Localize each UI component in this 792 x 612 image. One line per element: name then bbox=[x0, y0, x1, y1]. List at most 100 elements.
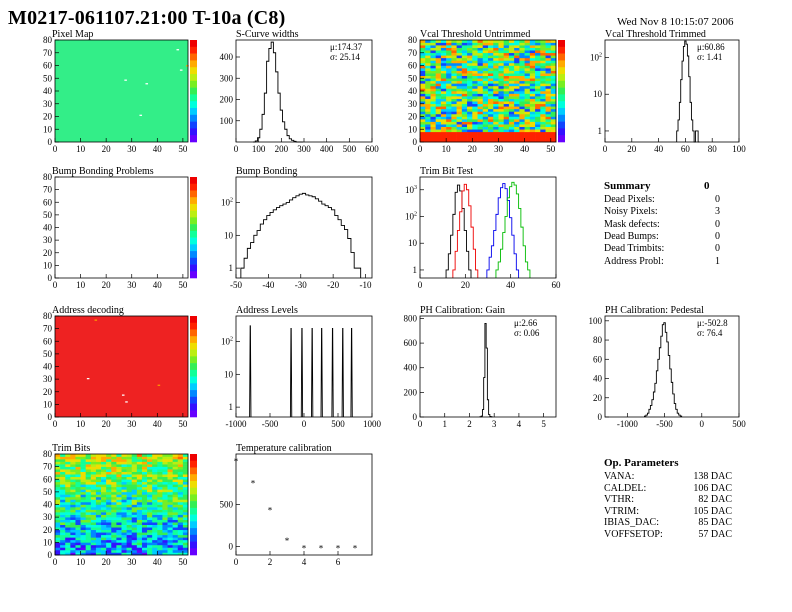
heatmap-cell bbox=[451, 80, 457, 84]
heatmap-cell bbox=[488, 108, 494, 112]
heatmap-cell bbox=[111, 459, 117, 462]
heatmap-cell bbox=[106, 464, 112, 467]
heatmap-cell bbox=[535, 129, 541, 133]
heatmap-cell bbox=[446, 96, 452, 99]
heatmap-cell bbox=[152, 456, 158, 460]
heatmap-cell bbox=[136, 544, 143, 548]
heatmap-cell bbox=[545, 70, 552, 74]
palette-swatch bbox=[190, 251, 197, 259]
heatmap-cell bbox=[111, 464, 117, 467]
heatmap-cell bbox=[524, 60, 531, 64]
palette-swatch bbox=[190, 177, 197, 185]
heatmap-cell bbox=[472, 108, 478, 112]
heatmap-cell bbox=[152, 544, 158, 548]
heatmap-cell bbox=[540, 136, 546, 140]
heatmap-cell bbox=[435, 106, 442, 110]
heatmap-cell bbox=[65, 464, 71, 467]
stats-entry: σ: 76.4 bbox=[697, 328, 723, 338]
palette-swatch bbox=[558, 114, 565, 122]
heatmap-cell bbox=[70, 512, 76, 515]
heatmap-cell bbox=[440, 52, 447, 56]
heatmap-cell bbox=[70, 534, 76, 538]
heatmap-cell bbox=[446, 91, 452, 94]
heatmap-cell bbox=[121, 534, 127, 538]
heatmap-cell bbox=[467, 103, 473, 107]
heatmap-cell bbox=[529, 121, 536, 125]
heatmap-cell bbox=[545, 101, 552, 105]
heatmap-cell bbox=[430, 103, 436, 107]
heatmap-cell bbox=[141, 486, 148, 490]
heatmap-cell bbox=[136, 476, 143, 480]
heatmap-cell bbox=[141, 542, 148, 546]
heatmap-cell bbox=[80, 527, 86, 531]
heatmap-cell bbox=[503, 116, 510, 120]
heatmap-cell bbox=[503, 45, 510, 48]
heatmap-cell bbox=[70, 529, 76, 533]
x-tick-label: -10 bbox=[360, 280, 372, 290]
heatmap-cell bbox=[482, 111, 489, 115]
heatmap-cell bbox=[182, 471, 189, 475]
heatmap-cell bbox=[101, 454, 107, 457]
heatmap-cell bbox=[451, 113, 457, 117]
palette-swatch bbox=[558, 46, 565, 54]
heatmap-cell bbox=[461, 45, 468, 48]
heatmap-cell bbox=[70, 517, 76, 520]
heatmap-cell bbox=[508, 96, 515, 99]
heatmap-cell bbox=[136, 484, 143, 488]
heatmap-cell bbox=[529, 131, 536, 135]
heatmap-cell bbox=[147, 512, 153, 515]
heatmap-cell bbox=[90, 474, 97, 478]
heatmap-cell bbox=[101, 524, 107, 528]
heatmap-cell bbox=[472, 52, 478, 56]
heatmap-cell bbox=[60, 476, 66, 480]
heatmap-cell bbox=[152, 496, 158, 500]
heatmap-cell bbox=[420, 55, 426, 59]
palette-swatch bbox=[190, 369, 197, 377]
x-tick-label: 40 bbox=[506, 280, 516, 290]
heatmap-cell bbox=[498, 113, 504, 117]
heatmap-cell bbox=[524, 121, 531, 125]
heatmap-cell bbox=[152, 547, 158, 551]
heatmap-cell bbox=[430, 139, 436, 143]
x-tick-label: 0 bbox=[53, 419, 58, 429]
heatmap-cell bbox=[106, 512, 112, 515]
heatmap-cell bbox=[126, 552, 133, 556]
heatmap-cell bbox=[451, 129, 457, 133]
heatmap-cell bbox=[435, 60, 442, 64]
heatmap-cell bbox=[85, 537, 92, 541]
summary-row-value: 0 bbox=[715, 194, 720, 205]
heatmap-cell bbox=[503, 91, 510, 94]
heatmap-cell bbox=[446, 75, 452, 79]
heatmap-cell bbox=[111, 501, 117, 505]
heatmap-cell bbox=[80, 507, 86, 510]
heatmap-cell bbox=[157, 489, 163, 493]
heatmap-cell bbox=[65, 504, 71, 508]
heatmap-cell bbox=[116, 481, 122, 485]
heatmap-cell bbox=[111, 484, 117, 488]
heatmap-cell bbox=[116, 499, 122, 503]
heatmap-cell bbox=[446, 93, 452, 97]
heatmap-cell bbox=[90, 547, 97, 551]
heatmap-cell bbox=[477, 65, 484, 69]
heatmap-cell bbox=[172, 499, 179, 503]
heatmap-cell bbox=[121, 519, 127, 523]
heatmap-cell bbox=[467, 134, 473, 138]
x-tick-label: 200 bbox=[275, 144, 289, 154]
heatmap-cell bbox=[488, 116, 494, 120]
heatmap-cell bbox=[488, 62, 494, 66]
heatmap-cell bbox=[540, 113, 546, 117]
heatmap-cell bbox=[472, 40, 478, 43]
heatmap-cell bbox=[182, 466, 189, 470]
heatmap-cell bbox=[152, 466, 158, 470]
heatmap-cell bbox=[435, 136, 442, 140]
heatmap-cell bbox=[116, 517, 122, 520]
heatmap-cell bbox=[440, 129, 447, 133]
heatmap-cell bbox=[493, 55, 499, 59]
heatmap-cell bbox=[121, 549, 127, 553]
heatmap-cell bbox=[430, 131, 436, 135]
heatmap-cell bbox=[70, 522, 76, 525]
heatmap-cell bbox=[126, 479, 133, 483]
heatmap-cell bbox=[147, 524, 153, 528]
palette-swatch bbox=[558, 74, 565, 82]
